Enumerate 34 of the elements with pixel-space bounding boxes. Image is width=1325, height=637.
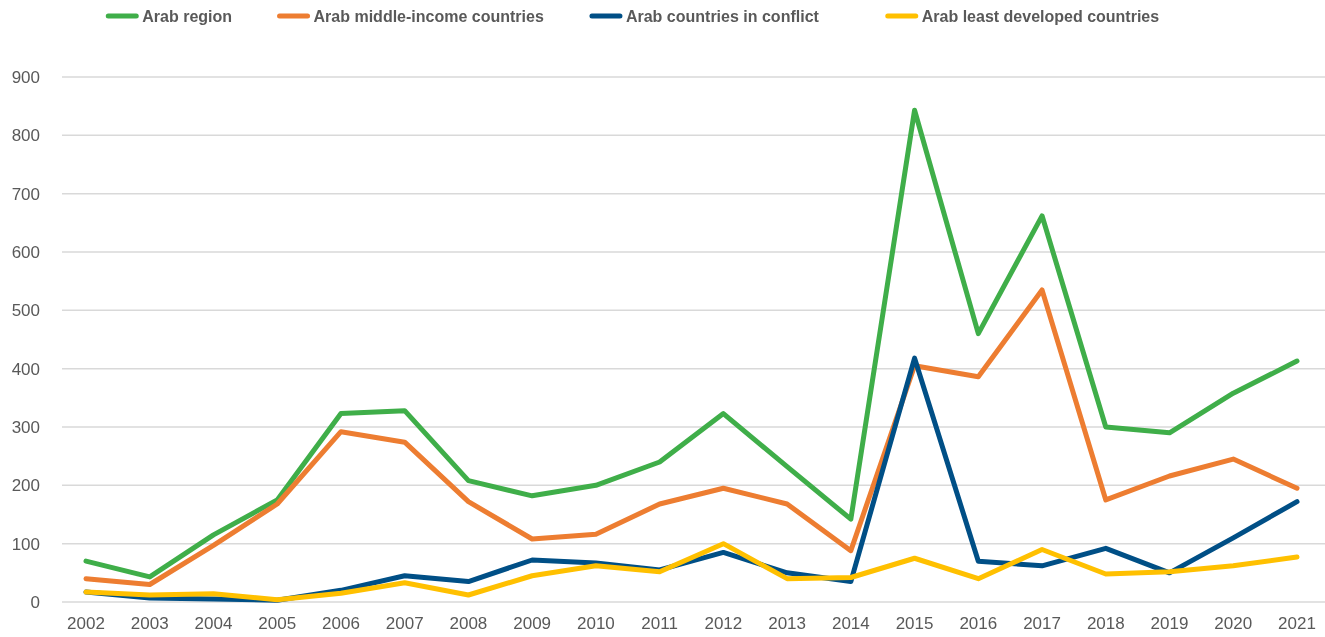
x-tick-label: 2007	[385, 614, 424, 633]
x-tick-label: 2005	[258, 614, 297, 633]
x-tick-label: 2016	[959, 614, 998, 633]
legend-label: Arab middle-income countries	[313, 7, 544, 25]
y-tick-label: 900	[11, 67, 40, 87]
y-tick-label: 500	[11, 301, 40, 321]
x-tick-label: 2004	[194, 614, 233, 633]
y-tick-label: 700	[11, 184, 40, 204]
x-tick-label: 2017	[1023, 614, 1061, 633]
x-tick-label: 2021	[1278, 614, 1316, 633]
x-tick-label: 2020	[1214, 614, 1253, 633]
y-tick-label: 600	[11, 242, 40, 262]
x-tick-label: 2011	[641, 614, 678, 633]
legend-label: Arab countries in conflict	[625, 7, 820, 25]
x-tick-label: 2002	[67, 614, 105, 633]
legend-label: Arab least developed countries	[921, 7, 1160, 25]
x-tick-label: 2015	[895, 614, 934, 633]
x-tick-label: 2014	[831, 614, 870, 633]
y-tick-label: 100	[11, 534, 40, 554]
x-tick-label: 2013	[768, 614, 807, 633]
y-tick-label: 0	[30, 592, 40, 612]
y-tick-label: 200	[11, 476, 40, 496]
x-tick-label: 2008	[449, 614, 488, 633]
x-tick-label: 2019	[1150, 614, 1189, 633]
x-tick-label: 2012	[704, 614, 743, 633]
legend-label: Arab region	[142, 7, 233, 25]
x-tick-label: 2006	[322, 614, 360, 633]
y-tick-label: 300	[11, 417, 40, 437]
x-tick-label: 2018	[1086, 614, 1125, 633]
y-tick-label: 800	[11, 126, 40, 146]
x-tick-label: 2009	[513, 614, 552, 633]
y-tick-label: 400	[11, 359, 40, 379]
x-tick-label: 2010	[576, 614, 615, 633]
x-tick-label: 2003	[130, 614, 169, 633]
